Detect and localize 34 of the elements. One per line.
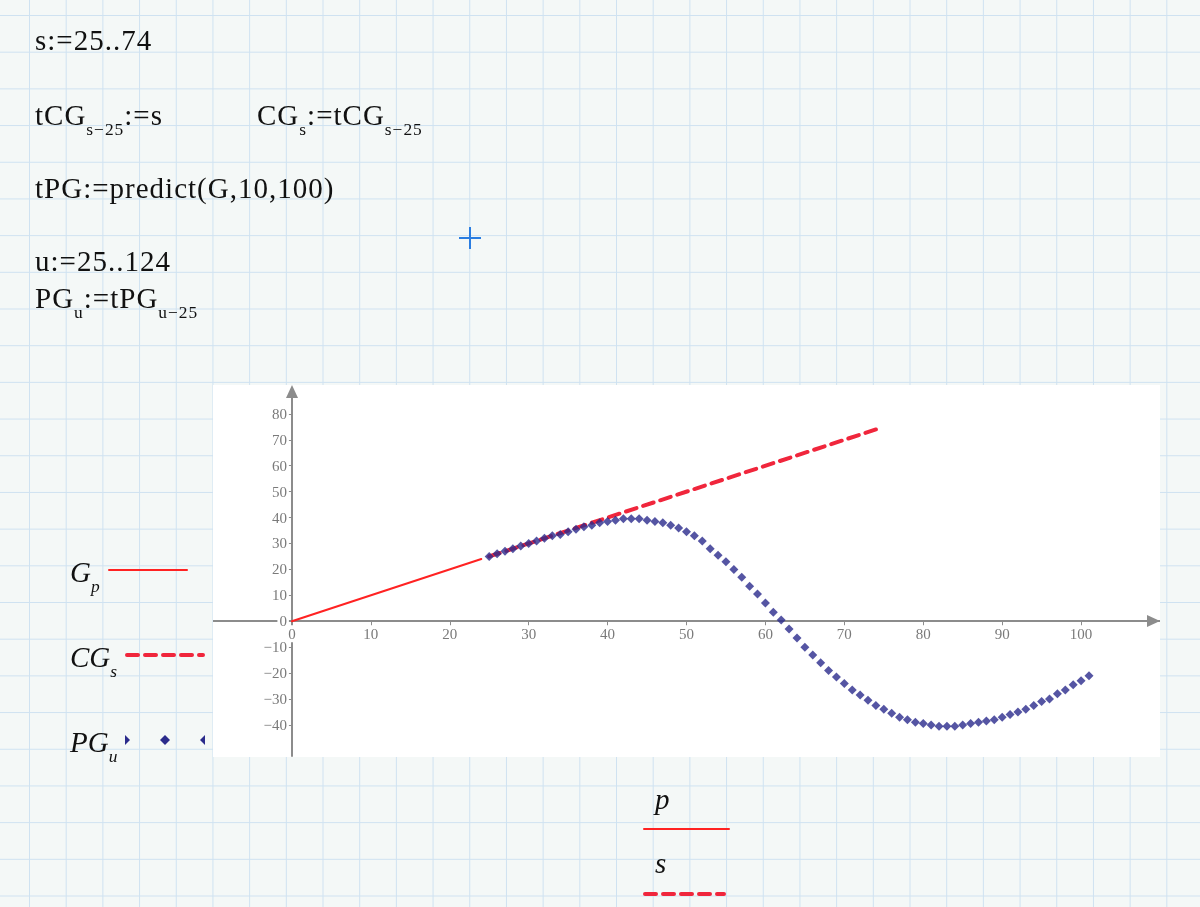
text: s:=25..74 bbox=[35, 24, 153, 56]
x-tick-label: 10 bbox=[363, 625, 379, 642]
y-tick-label: −30 bbox=[263, 690, 287, 707]
y-tick-label: 0 bbox=[279, 613, 287, 630]
text: u:=25..124 bbox=[35, 245, 171, 277]
text: s bbox=[655, 847, 667, 879]
x-tick-label: 90 bbox=[994, 625, 1010, 642]
y-tick-label: −10 bbox=[263, 639, 287, 656]
x-tick-label: 50 bbox=[679, 625, 694, 642]
y-tick-label: 80 bbox=[271, 405, 287, 422]
text: tPG:=predict(G,10,100) bbox=[35, 172, 335, 204]
y-tick-label: −40 bbox=[263, 716, 287, 733]
text: p bbox=[655, 783, 670, 815]
y-tick-label: 10 bbox=[271, 587, 287, 604]
y-tick-label: −20 bbox=[263, 665, 287, 682]
legend-label: PG$_{u}$ bbox=[70, 725, 118, 766]
legend-label: G$_{p}$ bbox=[70, 555, 100, 596]
text: CG$_{s}$:=tCG$_{s−25}$ bbox=[257, 99, 423, 139]
x-tick-label: 60 bbox=[757, 625, 773, 642]
x-tick-label: 20 bbox=[442, 625, 458, 642]
y-tick-label: 20 bbox=[271, 561, 287, 578]
x-tick-label: 30 bbox=[521, 625, 537, 642]
x-tick-label: 80 bbox=[915, 625, 931, 642]
y-tick-label: 40 bbox=[271, 509, 287, 526]
x-tick-label: 70 bbox=[836, 625, 852, 642]
y-tick-label: 50 bbox=[271, 483, 287, 500]
x-tick-label: 100 bbox=[1069, 625, 1093, 642]
text: tCG$_{s−25}$:=s bbox=[35, 99, 164, 139]
legend-label: CG$_{s}$ bbox=[70, 640, 118, 681]
y-tick-label: 30 bbox=[271, 535, 287, 552]
text: PG$_{u}$:=tPG$_{u−25}$ bbox=[35, 282, 199, 322]
y-tick-label: 60 bbox=[271, 457, 287, 474]
y-tick-label: 70 bbox=[271, 431, 287, 448]
x-tick-label: 40 bbox=[600, 625, 616, 642]
